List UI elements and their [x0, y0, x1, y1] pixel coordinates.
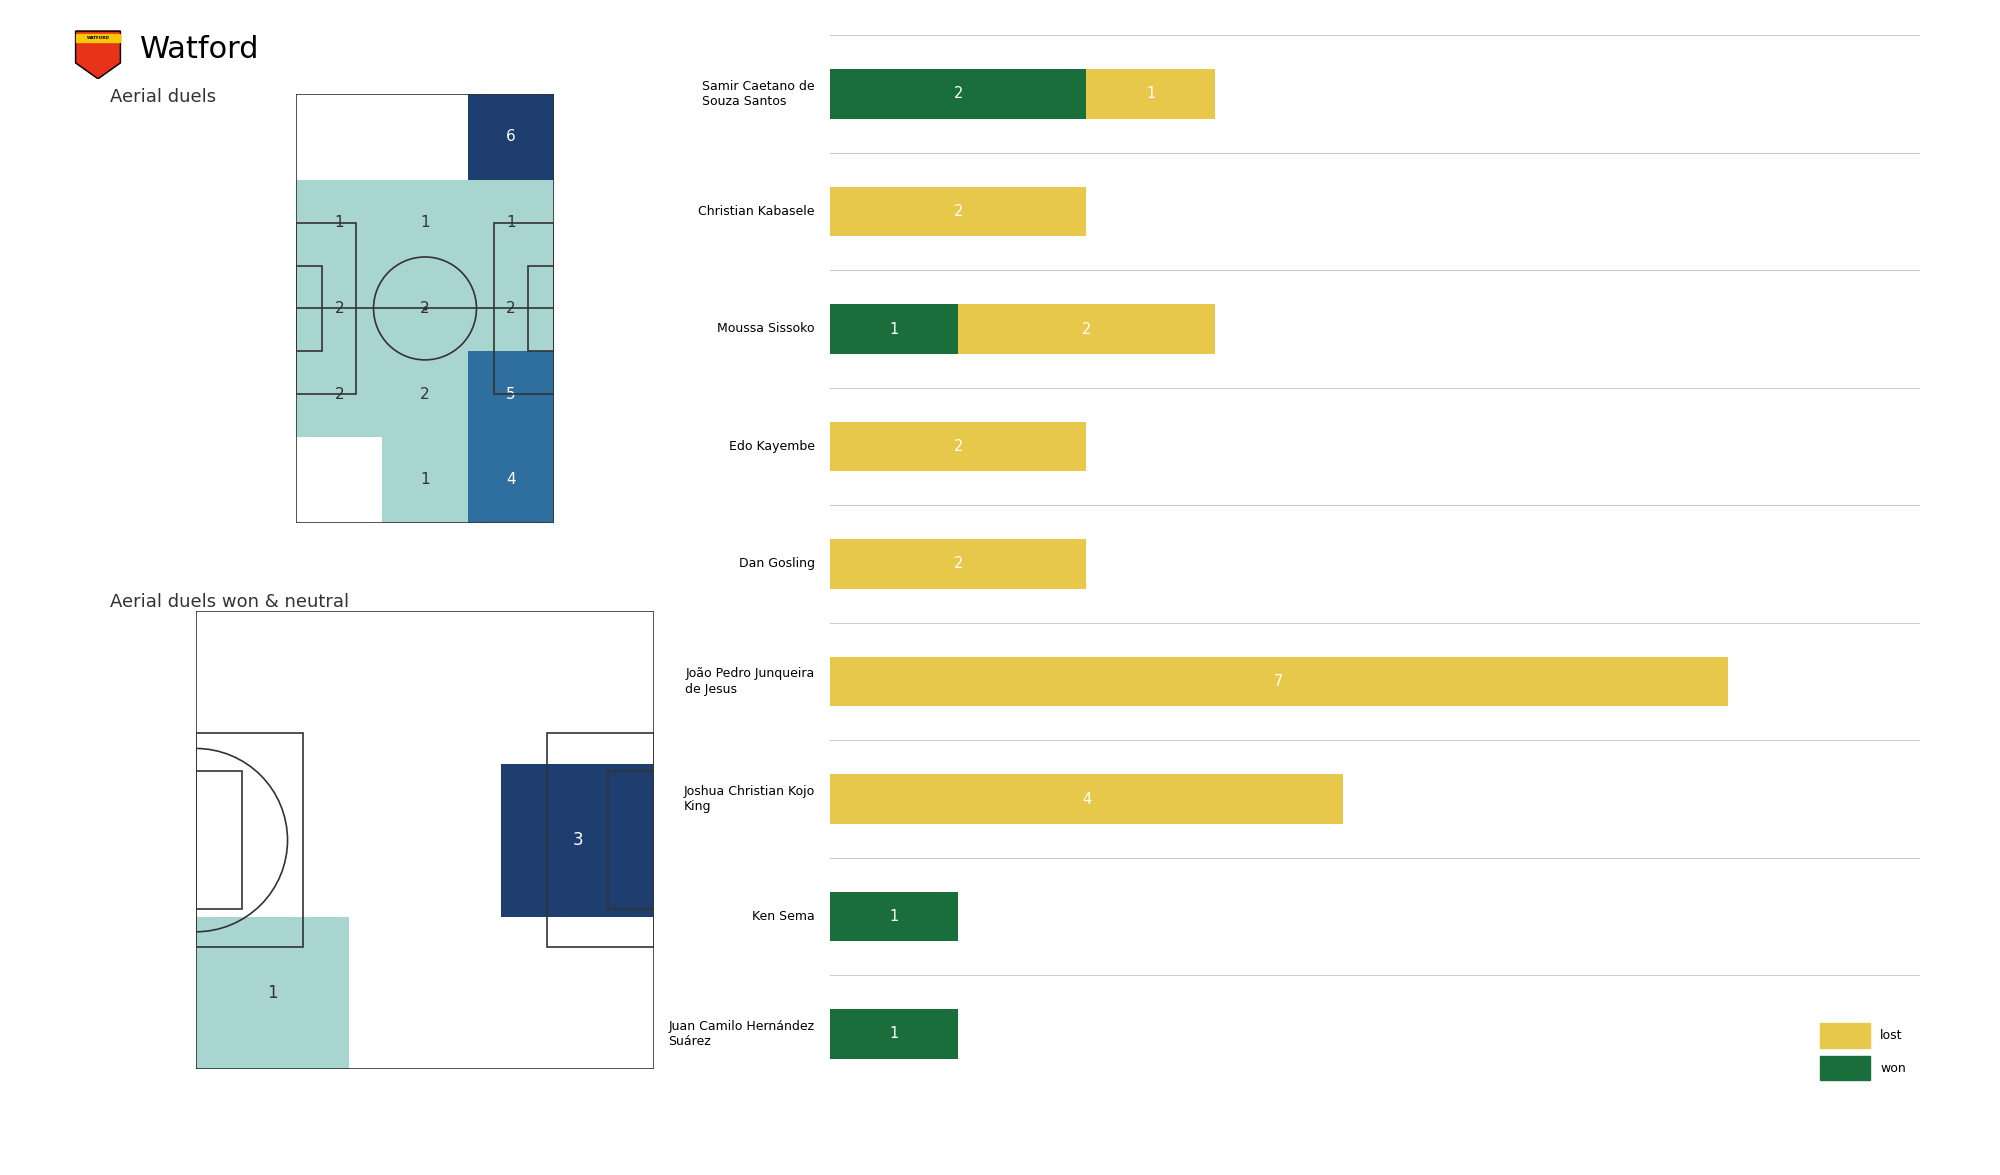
Bar [196, 916, 348, 1069]
Bar [348, 764, 502, 916]
Bar [348, 611, 502, 764]
Bar [958, 304, 1214, 354]
Text: 6: 6 [506, 129, 516, 145]
Bar [296, 222, 356, 394]
Bar [296, 266, 382, 351]
Text: 4: 4 [506, 472, 516, 488]
Text: WATFORD: WATFORD [86, 36, 110, 40]
Bar [468, 266, 554, 351]
Bar [830, 304, 958, 354]
Text: 2: 2 [420, 387, 430, 402]
Text: 2: 2 [334, 301, 344, 316]
Text: 2: 2 [334, 387, 344, 402]
Bar [502, 764, 654, 916]
Text: 1: 1 [890, 322, 898, 336]
Bar [296, 351, 382, 437]
Bar [830, 1009, 958, 1059]
Bar [548, 733, 654, 947]
Text: 2: 2 [420, 301, 430, 316]
Text: won: won [1880, 1061, 1906, 1075]
Bar [608, 771, 654, 909]
Text: Dan Gosling: Dan Gosling [738, 557, 814, 571]
Text: 1: 1 [890, 909, 898, 924]
Bar [382, 180, 468, 266]
Bar [528, 266, 554, 351]
Text: 2: 2 [506, 301, 516, 316]
Text: 2: 2 [954, 557, 962, 571]
Bar [296, 437, 382, 523]
Text: Aerial duels: Aerial duels [110, 88, 216, 106]
Text: João Pedro Junqueira
de Jesus: João Pedro Junqueira de Jesus [686, 667, 814, 696]
Polygon shape [76, 34, 120, 41]
Bar [196, 611, 348, 764]
Text: Ken Sema: Ken Sema [752, 909, 814, 924]
Text: lost: lost [1880, 1028, 1902, 1042]
Bar [1086, 69, 1214, 119]
Bar [296, 180, 382, 266]
Text: Moussa Sissoko: Moussa Sissoko [718, 322, 814, 336]
Text: 3: 3 [572, 831, 584, 850]
Bar [196, 771, 242, 909]
Text: 2: 2 [1082, 322, 1092, 336]
Bar [502, 611, 654, 764]
Text: Juan Camilo Hernández
Suárez: Juan Camilo Hernández Suárez [668, 1020, 814, 1048]
Text: 1: 1 [420, 472, 430, 488]
Bar [468, 351, 554, 437]
Text: 1: 1 [420, 215, 430, 230]
Text: 1: 1 [334, 215, 344, 230]
Bar [348, 916, 502, 1069]
Text: Samir Caetano de
Souza Santos: Samir Caetano de Souza Santos [702, 80, 814, 108]
Text: 2: 2 [954, 439, 962, 454]
Text: 7: 7 [1274, 674, 1284, 689]
Bar [494, 222, 554, 394]
Text: 4: 4 [1082, 792, 1092, 806]
Bar [830, 187, 1086, 236]
Bar [382, 94, 468, 180]
Bar [1820, 1055, 1870, 1081]
Bar [382, 351, 468, 437]
Text: Christian Kabasele: Christian Kabasele [698, 204, 814, 219]
Polygon shape [76, 31, 120, 79]
Bar [830, 422, 1086, 471]
Text: 1: 1 [890, 1027, 898, 1041]
Text: 5: 5 [506, 387, 516, 402]
Text: 1: 1 [506, 215, 516, 230]
Bar [502, 916, 654, 1069]
Bar [196, 733, 302, 947]
Bar [830, 892, 958, 941]
Text: 2: 2 [954, 87, 962, 101]
Bar [296, 266, 322, 351]
Text: 1: 1 [266, 983, 278, 1002]
Text: Aerial duels won & neutral: Aerial duels won & neutral [110, 593, 350, 611]
Bar [196, 764, 348, 916]
Bar [830, 774, 1342, 824]
Bar [830, 657, 1728, 706]
Bar [830, 69, 1086, 119]
Text: 2: 2 [954, 204, 962, 219]
Bar [468, 94, 554, 180]
Bar [382, 437, 468, 523]
Text: Edo Kayembe: Edo Kayembe [728, 439, 814, 454]
Bar [1820, 1022, 1870, 1048]
Bar [830, 539, 1086, 589]
Text: Joshua Christian Kojo
King: Joshua Christian Kojo King [684, 785, 814, 813]
Bar [296, 94, 382, 180]
Text: 1: 1 [1146, 87, 1156, 101]
Bar [468, 437, 554, 523]
Text: Watford: Watford [140, 35, 260, 65]
Bar [468, 180, 554, 266]
Bar [382, 266, 468, 351]
